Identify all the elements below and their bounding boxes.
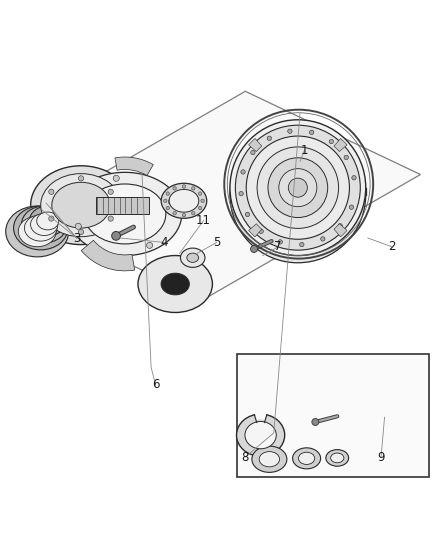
Circle shape bbox=[173, 212, 177, 215]
Ellipse shape bbox=[187, 253, 198, 262]
Ellipse shape bbox=[84, 184, 166, 244]
Ellipse shape bbox=[6, 206, 69, 257]
Ellipse shape bbox=[52, 182, 110, 228]
Text: 2: 2 bbox=[388, 240, 396, 253]
Wedge shape bbox=[249, 224, 262, 237]
Ellipse shape bbox=[288, 178, 307, 197]
Ellipse shape bbox=[246, 136, 350, 239]
Wedge shape bbox=[334, 139, 347, 151]
Circle shape bbox=[344, 155, 348, 159]
Circle shape bbox=[182, 184, 186, 188]
Text: 6: 6 bbox=[152, 378, 159, 391]
Ellipse shape bbox=[279, 168, 317, 207]
Ellipse shape bbox=[68, 172, 182, 255]
Circle shape bbox=[163, 199, 167, 203]
Ellipse shape bbox=[18, 216, 56, 247]
Ellipse shape bbox=[370, 419, 399, 448]
Ellipse shape bbox=[14, 206, 68, 250]
Circle shape bbox=[191, 212, 195, 215]
Text: 1: 1 bbox=[300, 144, 308, 157]
Ellipse shape bbox=[326, 449, 349, 466]
Circle shape bbox=[78, 176, 84, 181]
Circle shape bbox=[312, 418, 319, 425]
Ellipse shape bbox=[161, 183, 207, 219]
Circle shape bbox=[309, 130, 314, 134]
Bar bbox=[96, 197, 149, 214]
Circle shape bbox=[300, 243, 304, 247]
Circle shape bbox=[241, 169, 245, 174]
Circle shape bbox=[338, 224, 343, 228]
Ellipse shape bbox=[180, 248, 205, 268]
Circle shape bbox=[352, 175, 356, 180]
Text: 5: 5 bbox=[213, 236, 220, 249]
Circle shape bbox=[349, 205, 353, 209]
Ellipse shape bbox=[230, 120, 366, 255]
Ellipse shape bbox=[259, 451, 279, 467]
Circle shape bbox=[198, 192, 202, 196]
Ellipse shape bbox=[31, 213, 58, 236]
Circle shape bbox=[278, 240, 283, 244]
Text: 4: 4 bbox=[160, 236, 168, 249]
Text: 9: 9 bbox=[377, 450, 385, 464]
Circle shape bbox=[49, 216, 54, 221]
Ellipse shape bbox=[298, 452, 315, 464]
Circle shape bbox=[245, 212, 250, 216]
Polygon shape bbox=[28, 91, 420, 300]
Ellipse shape bbox=[41, 174, 121, 237]
Ellipse shape bbox=[37, 212, 59, 230]
Circle shape bbox=[108, 216, 113, 221]
Wedge shape bbox=[254, 410, 267, 420]
Ellipse shape bbox=[161, 273, 189, 295]
Circle shape bbox=[147, 242, 153, 248]
Circle shape bbox=[239, 191, 244, 196]
Circle shape bbox=[329, 139, 334, 144]
Ellipse shape bbox=[252, 446, 287, 472]
Circle shape bbox=[288, 129, 292, 133]
Circle shape bbox=[182, 213, 186, 217]
Circle shape bbox=[78, 229, 84, 235]
Circle shape bbox=[321, 237, 325, 241]
Circle shape bbox=[166, 206, 170, 209]
Ellipse shape bbox=[68, 198, 84, 212]
Text: 11: 11 bbox=[196, 214, 211, 227]
Ellipse shape bbox=[245, 422, 276, 449]
Circle shape bbox=[113, 175, 119, 181]
Ellipse shape bbox=[29, 206, 66, 236]
Ellipse shape bbox=[293, 448, 321, 469]
Circle shape bbox=[166, 192, 170, 196]
Ellipse shape bbox=[169, 189, 199, 212]
Circle shape bbox=[201, 199, 205, 203]
Circle shape bbox=[259, 229, 263, 233]
Bar bbox=[237, 354, 429, 477]
Ellipse shape bbox=[331, 453, 344, 463]
Text: 7: 7 bbox=[274, 240, 282, 253]
Wedge shape bbox=[81, 240, 135, 271]
Circle shape bbox=[49, 189, 54, 195]
Ellipse shape bbox=[268, 158, 328, 217]
Text: 3: 3 bbox=[73, 231, 80, 245]
Circle shape bbox=[108, 189, 113, 195]
Wedge shape bbox=[334, 224, 347, 237]
Ellipse shape bbox=[257, 147, 339, 229]
Ellipse shape bbox=[31, 166, 131, 245]
Ellipse shape bbox=[230, 127, 366, 263]
Ellipse shape bbox=[237, 414, 285, 456]
Text: 8: 8 bbox=[242, 450, 249, 464]
Ellipse shape bbox=[235, 125, 360, 250]
Circle shape bbox=[251, 246, 258, 253]
Ellipse shape bbox=[25, 215, 57, 241]
Circle shape bbox=[75, 223, 81, 229]
Circle shape bbox=[198, 206, 202, 209]
Ellipse shape bbox=[21, 206, 67, 243]
Circle shape bbox=[251, 150, 255, 155]
Wedge shape bbox=[115, 157, 153, 175]
Circle shape bbox=[168, 198, 174, 205]
Circle shape bbox=[112, 231, 120, 240]
Circle shape bbox=[191, 187, 195, 190]
Wedge shape bbox=[249, 139, 262, 151]
Circle shape bbox=[173, 187, 177, 190]
Ellipse shape bbox=[138, 255, 212, 312]
Circle shape bbox=[267, 136, 272, 141]
